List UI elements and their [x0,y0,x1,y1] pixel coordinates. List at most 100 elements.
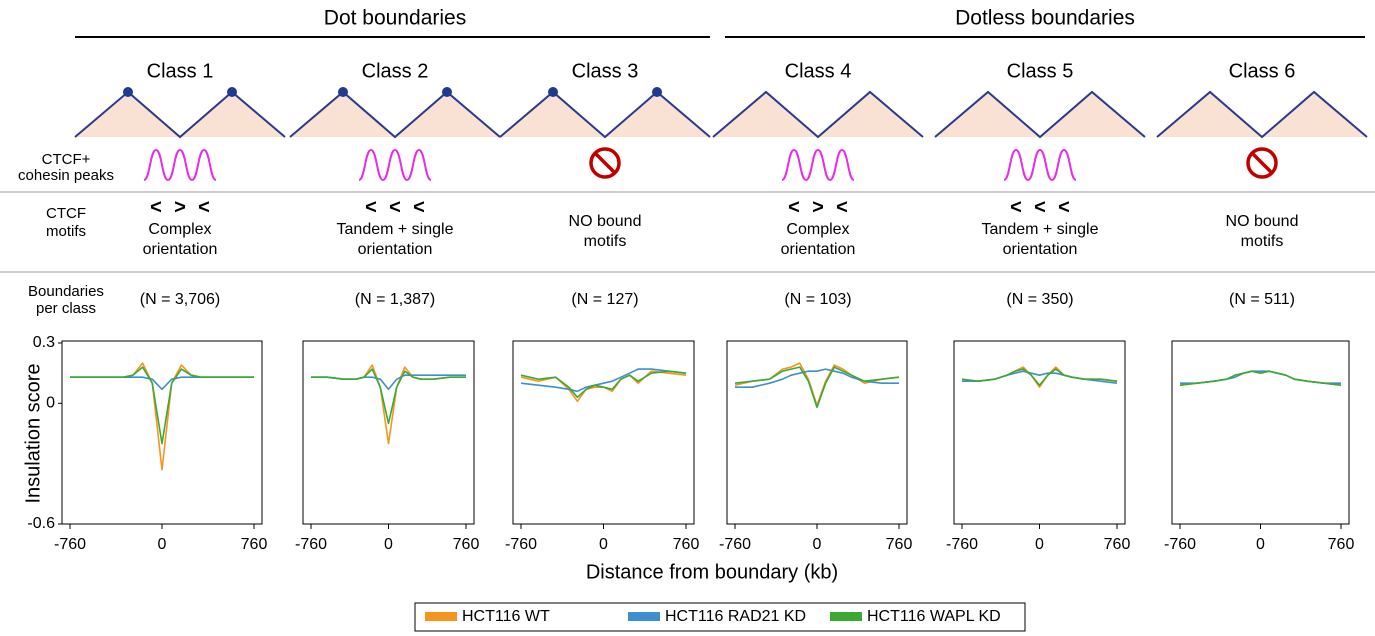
count: (N = 3,706) [140,291,220,308]
motif-text: motifs [1241,233,1284,250]
x-tick-label: -760 [719,536,751,553]
loop-dot [227,87,237,97]
x-tick-label: 0 [599,536,608,553]
motif: < [389,196,401,218]
no-peaks [595,153,615,173]
motif: < [788,196,800,218]
series-line [311,365,466,444]
series-line [1180,371,1341,385]
motif-text: NO bound [1226,213,1299,230]
motif: < [150,196,162,218]
series-line [521,371,686,397]
row-label: CTCF [46,205,86,222]
plot-frame [62,341,262,524]
motif: < [1058,196,1070,218]
class-title: Class 2 [362,60,429,82]
legend-label: HCT116 RAD21 KD [665,608,806,625]
x-tick-label: 760 [453,536,480,553]
series-line [962,371,1117,383]
series-line [962,369,1117,385]
peaks [1004,150,1076,180]
group-label: Dotless boundaries [955,7,1135,30]
motif: < [365,196,377,218]
plot-frame [1172,341,1349,524]
motif-text: orientation [781,241,856,258]
legend-label: HCT116 WT [462,608,550,625]
legend-swatch [628,612,660,621]
series-line [311,369,466,423]
x-tick-label: -760 [295,536,327,553]
x-tick-label: 760 [886,536,913,553]
x-tick-label: -760 [505,536,537,553]
count: (N = 511) [1229,291,1295,308]
motif-text: orientation [143,241,218,258]
series-line [70,367,254,444]
tad-fill [500,92,710,137]
page: {"groups":[{"label":"Dot boundaries"},{"… [0,0,1375,636]
motif-text: Complex [148,221,211,238]
peaks [359,150,431,180]
tad-fill [713,92,923,137]
row-label: cohesin peaks [18,167,114,184]
motif: < [1034,196,1046,218]
motif: > [812,196,824,218]
legend-swatch [425,612,457,621]
motif: > [174,196,186,218]
tad-fill [935,92,1145,137]
x-tick-label: -760 [54,536,86,553]
tad-fill [75,92,285,137]
tad-fill [290,92,500,137]
no-peaks [1252,153,1272,173]
x-tick-label: 0 [1035,536,1044,553]
plot-frame [727,341,907,524]
x-tick-label: -760 [946,536,978,553]
x-tick-label: 760 [1328,536,1355,553]
series-line [70,377,254,389]
motif-text: motifs [584,233,627,250]
loop-dot [338,87,348,97]
count: (N = 1,387) [355,291,435,308]
row-label: CTCF+ [42,151,91,168]
row-label: Boundaries [28,283,104,300]
y-tick-label: 0.3 [33,334,55,351]
series-line [735,367,899,407]
class-title: Class 4 [785,60,852,82]
class-title: Class 5 [1007,60,1074,82]
legend-swatch [830,612,862,621]
y-tick-label: 0 [46,395,55,412]
peaks [144,150,216,180]
motif: < [198,196,210,218]
count: (N = 350) [1006,291,1073,308]
row-label: motifs [46,223,86,240]
motif-text: orientation [358,241,433,258]
y-tick-label: -0.6 [27,515,55,532]
motif-text: orientation [1003,241,1078,258]
series-line [70,363,254,470]
motif-text: Tandem + single [337,221,454,238]
count: (N = 127) [571,291,638,308]
figure: Dot boundaries Dotless boundaries CTCF+coh… [0,0,1375,636]
x-tick-label: 760 [241,536,268,553]
loop-dot [652,87,662,97]
motif-text: Tandem + single [982,221,1099,238]
x-tick-label: 760 [673,536,700,553]
group-label: Dot boundaries [324,7,466,30]
loop-dot [442,87,452,97]
motif: < [413,196,425,218]
legend-label: HCT116 WAPL KD [867,608,1001,625]
class-title: Class 3 [572,60,639,82]
x-tick-label: 0 [1256,536,1265,553]
loop-dot [123,87,133,97]
x-tick-label: 0 [158,536,167,553]
series-line [735,363,899,405]
x-tick-label: 760 [1104,536,1131,553]
row-label: per class [36,300,96,317]
x-tick-label: -760 [1164,536,1196,553]
motif-text: NO bound [569,213,642,230]
class-title: Class 6 [1229,60,1296,82]
loop-dot [548,87,558,97]
x-tick-label: 0 [813,536,822,553]
x-tick-label: 0 [384,536,393,553]
count: (N = 103) [784,291,851,308]
plot-frame [303,341,474,524]
